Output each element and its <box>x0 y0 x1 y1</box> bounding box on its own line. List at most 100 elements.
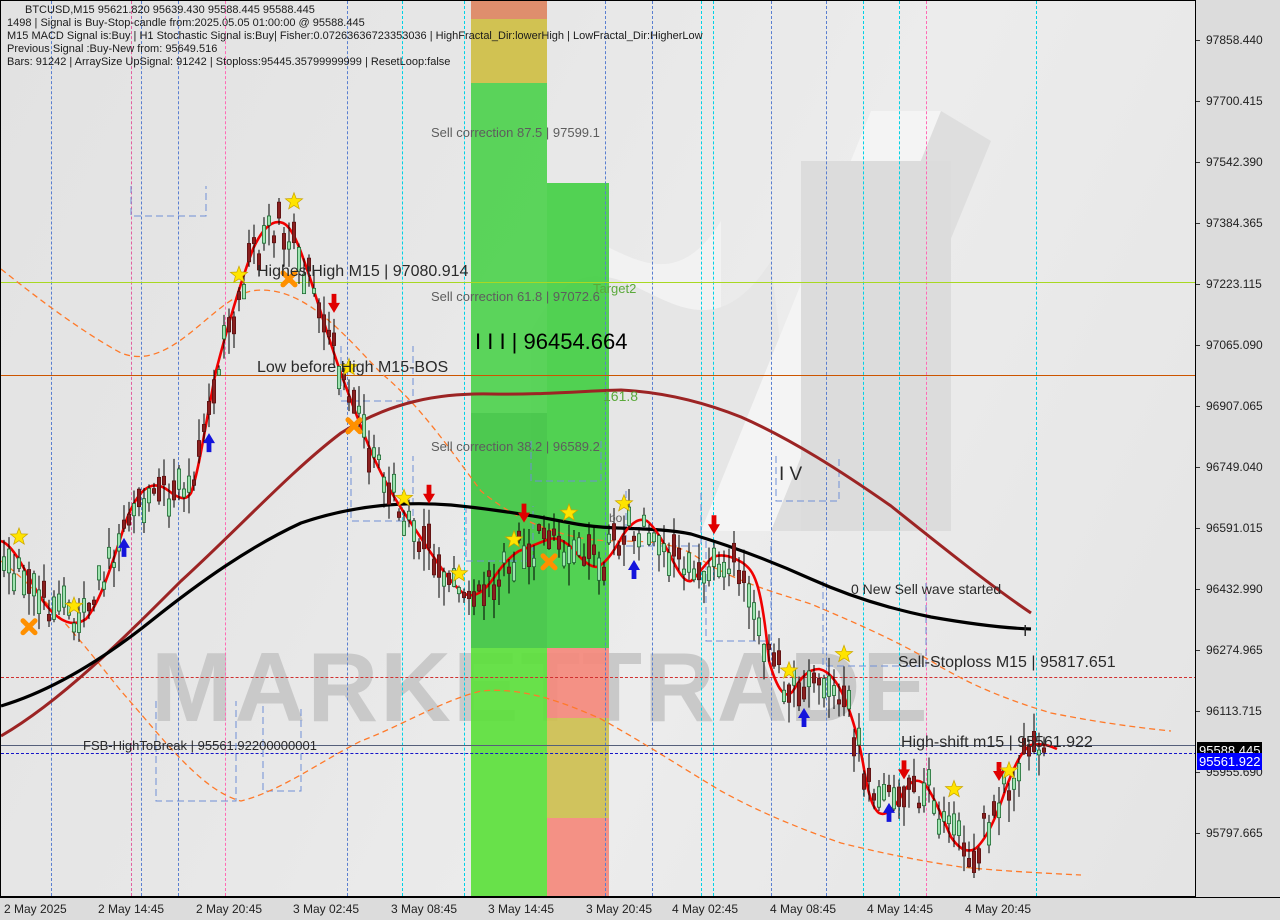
star-marker-icon <box>779 660 799 679</box>
vertical-guide-line-17 <box>1036 1 1037 896</box>
wave-count-iii-label: I I I | 96454.664 <box>475 329 628 354</box>
info-line-2: M15 MACD Signal is:Buy | H1 Stochastic S… <box>7 30 703 42</box>
signal-markers <box>9 191 1019 822</box>
time-tick: 3 May 20:45 <box>586 902 653 916</box>
time-tick: 3 May 08:45 <box>391 902 458 916</box>
price-tick: 96749.040 <box>1196 460 1263 474</box>
fsb-high-line <box>1 745 1195 746</box>
star-marker-icon <box>614 493 634 512</box>
time-tick: 4 May 08:45 <box>770 902 837 916</box>
current-price-label: 95561.922 <box>1197 753 1263 770</box>
star-marker-icon <box>999 760 1019 779</box>
sell-correction-875-label: Sell correction 87.5 | 97599.1 <box>431 125 600 140</box>
star-marker-icon <box>9 526 29 546</box>
time-tick: 4 May 14:45 <box>867 902 934 916</box>
band-lime-1 <box>471 648 547 896</box>
star-marker-icon <box>449 563 469 582</box>
vertical-guide-line-14 <box>863 1 864 896</box>
time-tick: 2 May 2025 <box>4 902 67 916</box>
vertical-guide-line-8 <box>605 1 606 896</box>
high-shift-line <box>1 753 1195 754</box>
target2-label: Target2 <box>593 281 637 296</box>
sell-arrow-icon <box>423 484 435 504</box>
cross-marker-icon <box>280 270 298 288</box>
price-tick: 97223.115 <box>1196 277 1262 291</box>
price-tick: 96591.015 <box>1196 521 1263 535</box>
band-salmon-mid <box>547 648 609 718</box>
sell-arrow-icon <box>993 762 1005 782</box>
buy-arrow-icon <box>628 559 640 579</box>
sell-arrow-icon <box>708 515 720 535</box>
price-tick: 97700.415 <box>1196 94 1263 108</box>
sell-stoploss-label: Sell-Stoploss M15 | 95817.651 <box>898 654 1116 671</box>
star-marker-icon <box>229 265 249 284</box>
sell-stoploss-line <box>1 677 1195 678</box>
info-line-4: Bars: 91242 | ArraySize UpSignal: 91242 … <box>7 56 451 68</box>
time-axis[interactable]: 2 May 2025 2 May 14:45 2 May 20:45 3 May 02… <box>0 897 1280 920</box>
m15-bos-line <box>1 375 1195 376</box>
fib-1618-label: 161.8 <box>603 388 639 404</box>
vertical-guide-line-11 <box>713 1 714 896</box>
star-marker-icon <box>559 502 579 522</box>
buy-arrow-icon <box>203 433 215 453</box>
time-tick: 3 May 14:45 <box>488 902 555 916</box>
chart-info-header: BTCUSD,M15 95621.820 95639.430 95588.445… <box>7 4 703 69</box>
time-tick: 4 May 20:45 <box>965 902 1032 916</box>
time-tick: 2 May 14:45 <box>98 902 165 916</box>
wave-count-iv-label: I V <box>779 464 803 485</box>
time-tick: 3 May 02:45 <box>293 902 360 916</box>
price-tick: 96274.965 <box>1196 643 1263 657</box>
sell-arrow-icon <box>898 760 910 780</box>
sell-correction-618-label: Sell correction 61.8 | 97072.6 <box>431 289 600 304</box>
candlestick-series <box>1 197 1047 879</box>
vertical-guide-line-4 <box>225 1 226 896</box>
price-axis[interactable]: 97858.440 97700.415 97542.390 97384.365 9722… <box>1196 0 1280 897</box>
vertical-guide-line-1 <box>131 1 132 896</box>
time-tick: 2 May 20:45 <box>196 902 263 916</box>
star-marker-icon <box>834 644 854 663</box>
time-tick: 4 May 02:45 <box>672 902 739 916</box>
price-tick: 97384.365 <box>1196 216 1263 230</box>
star-marker-icon <box>944 779 964 798</box>
price-tick: 97858.440 <box>1196 33 1263 47</box>
star-marker-icon <box>394 488 414 507</box>
cross-marker-icon <box>20 618 38 636</box>
vertical-guide-line-2 <box>141 1 142 896</box>
vertical-guide-line-7 <box>464 1 465 896</box>
vertical-guide-line-0 <box>51 1 52 896</box>
buy-arrow-icon <box>883 802 895 822</box>
price-tick: 97065.090 <box>1196 338 1263 352</box>
new-sell-wave-label: 0 New Sell wave started <box>851 581 1002 597</box>
sell-correction-382-label: Sell correction 38.2 | 96589.2 <box>431 439 600 454</box>
vertical-guide-line-15 <box>899 1 900 896</box>
fsb-high-to-break-label: FSB-HighToBreak | 95561.92200000001 <box>83 738 317 753</box>
vertical-guide-line-13 <box>826 1 827 896</box>
cross-marker-icon <box>345 417 363 435</box>
band-olive-mid <box>547 718 609 818</box>
info-line-1: 1498 | Signal is Buy-Stop-candle from:20… <box>7 17 365 29</box>
buy-arrow-icon <box>798 707 810 727</box>
price-tick: 96432.990 <box>1196 582 1263 596</box>
chart-plot-area[interactable]: MARKETTRADE <box>0 0 1196 897</box>
star-marker-icon <box>504 529 524 548</box>
buy-arrow-icon <box>118 537 130 557</box>
low-before-high-label: Low before High M15-BOS <box>257 359 449 376</box>
symbol-ohlc-line: BTCUSD,M15 95621.820 95639.430 95588.445… <box>25 4 315 16</box>
vertical-guide-line-9 <box>652 1 653 896</box>
high-shift-m15-label: High-shift m15 | 95561.922 <box>901 734 1093 751</box>
wave-bo-label: bo <box>609 511 623 525</box>
cross-marker-icon <box>540 553 558 571</box>
price-tick: 96113.715 <box>1196 704 1262 718</box>
sell-arrow-icon <box>328 293 340 313</box>
price-tick: 96907.065 <box>1196 399 1263 413</box>
vertical-guide-line-10 <box>701 1 702 896</box>
price-tick: 97542.390 <box>1196 155 1263 169</box>
vertical-guide-line-6 <box>402 1 403 896</box>
price-tick: 95797.665 <box>1196 826 1263 840</box>
vertical-guide-line-16 <box>926 1 927 896</box>
band-green-1 <box>471 83 547 413</box>
star-marker-icon <box>64 595 84 615</box>
star-marker-icon <box>339 357 359 376</box>
band-salmon-bot <box>547 818 609 896</box>
